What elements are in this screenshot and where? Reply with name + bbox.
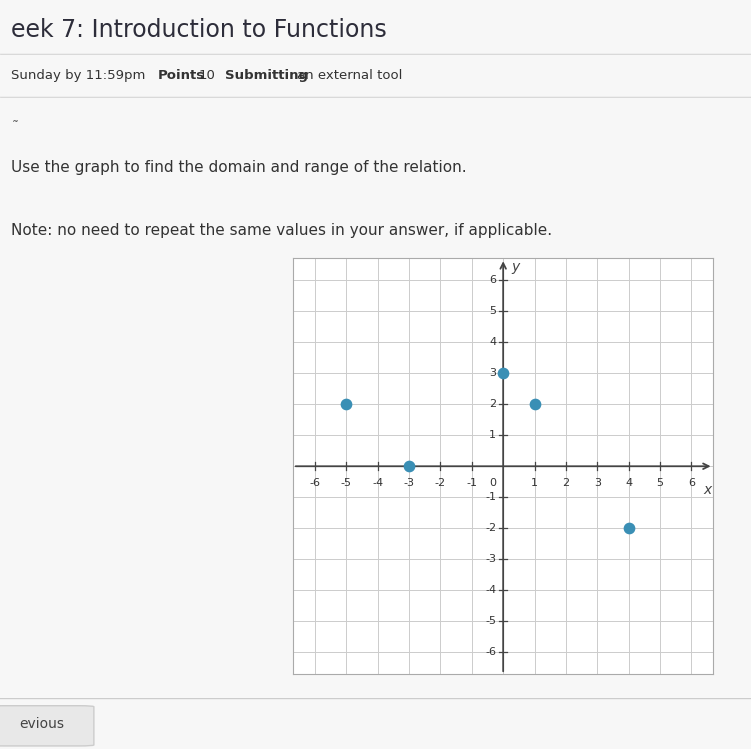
- Text: 1: 1: [489, 430, 496, 440]
- Text: 6: 6: [489, 275, 496, 285]
- Text: 3: 3: [489, 369, 496, 378]
- Text: Note: no need to repeat the same values in your answer, if applicable.: Note: no need to repeat the same values …: [11, 222, 553, 237]
- Text: 2: 2: [562, 478, 569, 488]
- Text: -5: -5: [341, 478, 351, 488]
- Text: -5: -5: [485, 616, 496, 626]
- Text: 0: 0: [489, 478, 496, 488]
- Point: [403, 460, 415, 473]
- Point: [497, 367, 509, 379]
- Text: -3: -3: [485, 554, 496, 564]
- Text: -4: -4: [485, 585, 496, 595]
- Text: Submitting: Submitting: [225, 69, 309, 82]
- Text: evious: evious: [19, 717, 64, 730]
- Text: Use the graph to find the domain and range of the relation.: Use the graph to find the domain and ran…: [11, 160, 467, 175]
- Text: 3: 3: [594, 478, 601, 488]
- Text: ˜: ˜: [11, 120, 18, 134]
- Text: 4: 4: [625, 478, 632, 488]
- Text: -3: -3: [403, 478, 415, 488]
- Text: 4: 4: [489, 337, 496, 348]
- Text: 6: 6: [688, 478, 695, 488]
- Text: x: x: [704, 483, 712, 497]
- Text: -1: -1: [466, 478, 478, 488]
- FancyBboxPatch shape: [0, 706, 94, 746]
- Text: -6: -6: [309, 478, 321, 488]
- Text: 5: 5: [656, 478, 664, 488]
- Text: an external tool: an external tool: [297, 69, 402, 82]
- Text: Points: Points: [158, 69, 205, 82]
- Text: y: y: [511, 260, 519, 274]
- Text: 2: 2: [489, 399, 496, 409]
- Text: -2: -2: [485, 524, 496, 533]
- Text: -6: -6: [485, 647, 496, 658]
- Point: [529, 398, 541, 410]
- Text: 10: 10: [199, 69, 216, 82]
- Text: 5: 5: [489, 306, 496, 316]
- Text: -1: -1: [485, 492, 496, 503]
- Text: -2: -2: [435, 478, 446, 488]
- Point: [340, 398, 352, 410]
- Text: Sunday by 11:59pm: Sunday by 11:59pm: [11, 69, 146, 82]
- Text: eek 7: Introduction to Functions: eek 7: Introduction to Functions: [11, 18, 387, 42]
- Text: 1: 1: [531, 478, 538, 488]
- Point: [623, 522, 635, 534]
- Text: -4: -4: [372, 478, 383, 488]
